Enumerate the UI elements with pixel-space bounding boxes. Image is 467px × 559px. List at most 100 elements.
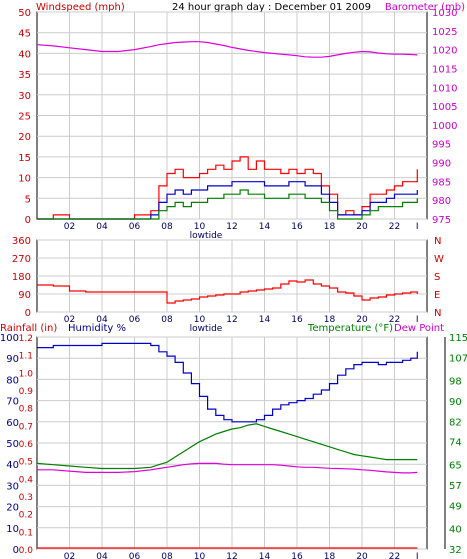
series-line-direction <box>37 279 418 304</box>
x-tick-label: 14 <box>259 222 271 232</box>
temperature-y-tick-label: 32 <box>449 545 462 556</box>
x-tick-label: 18 <box>324 222 336 232</box>
x-tick-label: 06 <box>129 552 141 559</box>
rainfall-y-tick-label: 0.1 <box>19 528 33 538</box>
x-tick-label: 22 <box>389 315 400 325</box>
rainfall-y-tick-label: 1.1 <box>19 352 33 362</box>
x-tick-label: 02 <box>64 552 75 559</box>
barometer-y-tick-label: 1025 <box>432 27 457 38</box>
x-tick-label: 08 <box>161 552 173 559</box>
series-line-low <box>37 189 418 220</box>
compass-label: N <box>434 236 441 247</box>
humidity-y-tick-label: 80 <box>6 375 19 386</box>
x-tick-label: 12 <box>226 222 237 232</box>
rainfall-y-tick-label: 1.0 <box>19 369 34 379</box>
graph-title: 24 hour graph day : December 01 2009 <box>172 2 371 13</box>
barometer-y-tick-label: 1000 <box>432 121 457 132</box>
x-tick-label: 20 <box>356 315 368 325</box>
series-line-average <box>37 181 418 220</box>
x-tick-label: 02 <box>64 222 75 232</box>
wind-y-tick-label: 10 <box>18 174 31 185</box>
x-tick-label: 16 <box>291 552 303 559</box>
barometer-y-tick-label: 1020 <box>432 46 457 57</box>
series-line-dew_point <box>37 462 418 474</box>
dew-point-axis-title: Dew Point <box>394 323 444 334</box>
lowtide-label: lowtide <box>190 324 223 334</box>
rainfall-y-tick-label: 0.8 <box>19 405 34 415</box>
wind-y-tick-label: 15 <box>18 153 31 164</box>
rainfall-axis-title: Rainfall (in) <box>0 323 57 334</box>
series-line-temperature <box>36 423 418 470</box>
rainfall-y-tick-label: 0.9 <box>19 387 34 397</box>
wind-y-tick-label: 5 <box>25 194 31 205</box>
wind-y-tick-label: 20 <box>18 132 31 143</box>
wind-y-tick-label: 45 <box>18 29 31 40</box>
lowtide-label: lowtide <box>190 231 223 241</box>
humidity-y-tick-label: 70 <box>6 397 19 408</box>
rainfall-y-tick-label: 0.6 <box>19 440 34 450</box>
x-tick-label: 22 <box>389 222 400 232</box>
x-tick-label: 10 <box>194 315 206 325</box>
wind-y-tick-label: 40 <box>18 49 31 60</box>
x-tick-label: I <box>416 552 419 559</box>
compass-label: N <box>434 308 441 319</box>
humidity-y-tick-label: 20 <box>6 503 19 514</box>
wind-y-tick-label: 50 <box>18 8 31 19</box>
x-tick-label: 20 <box>356 222 368 232</box>
temperature-axis-title: Temperature (°F) <box>307 323 393 334</box>
barometer-y-tick-label: 980 <box>432 196 451 207</box>
humidity-y-tick-label: 10 <box>6 524 19 535</box>
humidity-y-tick-label: 100 <box>0 333 19 344</box>
x-tick-label: 12 <box>226 552 237 559</box>
temperature-y-tick-label: 40 <box>449 525 462 536</box>
barometer-y-tick-label: 1030 <box>432 8 457 19</box>
x-tick-label: 10 <box>194 222 206 232</box>
x-tick-label: 06 <box>129 315 141 325</box>
x-tick-label: 14 <box>259 315 271 325</box>
x-tick-label: 20 <box>356 552 368 559</box>
x-tick-label: 18 <box>324 315 336 325</box>
series-line-humidity <box>37 342 418 423</box>
x-tick-label: 16 <box>291 315 303 325</box>
temperature-y-tick-label: 74 <box>449 438 462 449</box>
temperature-y-tick-label: 107 <box>449 353 467 364</box>
barometer-y-tick-label: 1010 <box>432 83 457 94</box>
x-tick-label: I <box>416 315 419 325</box>
x-tick-label: 08 <box>161 222 173 232</box>
barometer-y-tick-label: 975 <box>432 215 451 226</box>
humidity-y-tick-label: 60 <box>6 418 19 429</box>
rainfall-y-tick-label: 0.0 <box>19 546 34 556</box>
wind-y-tick-label: 30 <box>18 91 31 102</box>
wind-y-tick-label: 25 <box>18 112 31 123</box>
barometer-axis-title: Barometer (mb) <box>385 2 465 13</box>
x-tick-label: 14 <box>259 552 271 559</box>
humidity-y-tick-label: 0 <box>13 545 19 556</box>
x-tick-label: 02 <box>64 315 75 325</box>
series-line-barometer <box>36 41 418 58</box>
barometer-y-tick-label: 985 <box>432 177 451 188</box>
temperature-y-tick-label: 115 <box>449 333 467 344</box>
temperature-y-tick-label: 57 <box>449 481 462 492</box>
x-tick-label: 04 <box>96 552 108 559</box>
x-tick-label: 06 <box>129 222 141 232</box>
temperature-y-tick-label: 90 <box>449 397 462 408</box>
temperature-y-tick-label: 82 <box>449 417 462 428</box>
x-tick-label: 10 <box>194 552 206 559</box>
rainfall-y-tick-label: 0.2 <box>19 511 33 521</box>
x-tick-label: 12 <box>226 315 237 325</box>
x-tick-label: 16 <box>291 222 303 232</box>
direction-y-tick-label: 180 <box>12 272 31 283</box>
temperature-y-tick-label: 98 <box>449 376 462 387</box>
barometer-y-tick-label: 990 <box>432 159 451 170</box>
direction-y-tick-label: 360 <box>12 236 31 247</box>
wind-y-tick-label: 0 <box>25 215 31 226</box>
x-tick-label: 04 <box>96 222 108 232</box>
barometer-y-tick-label: 1005 <box>432 102 457 113</box>
humidity-y-tick-label: 40 <box>6 460 19 471</box>
rainfall-y-tick-label: 0.7 <box>19 422 33 432</box>
direction-y-tick-label: 0 <box>25 308 31 319</box>
x-tick-label: 18 <box>324 552 336 559</box>
compass-label: W <box>434 254 444 265</box>
